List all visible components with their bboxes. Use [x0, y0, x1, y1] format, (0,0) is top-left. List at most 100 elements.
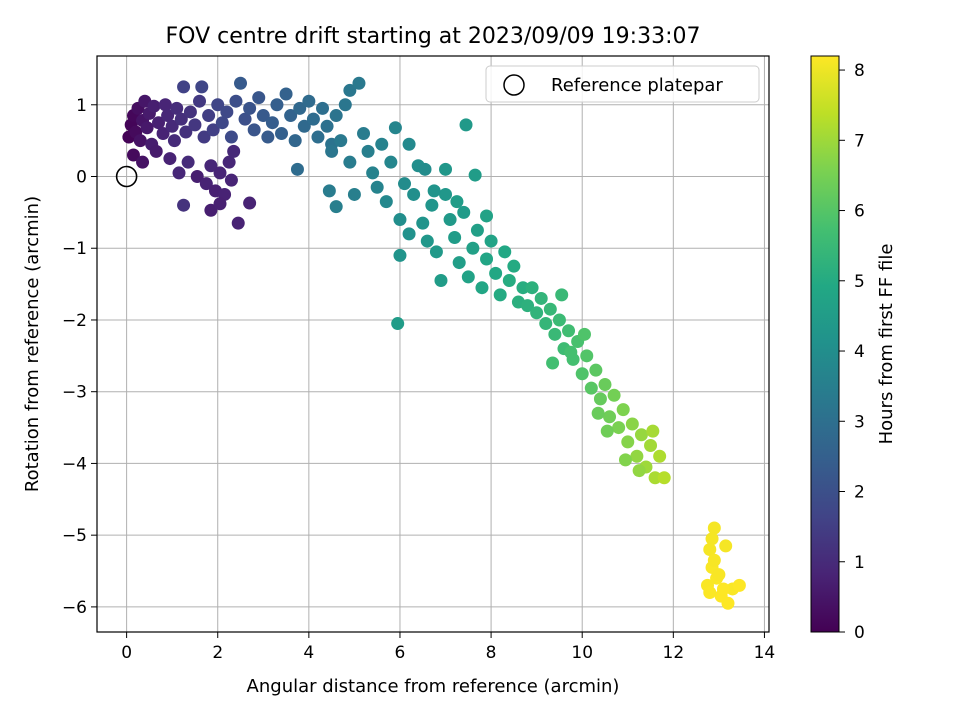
x-tick-label: 8 [486, 643, 497, 663]
data-point [625, 417, 639, 431]
data-point [243, 196, 257, 210]
data-point [653, 449, 667, 463]
data-point [170, 101, 184, 115]
data-point [607, 388, 621, 402]
colorbar-label: Hours from first FF file [876, 244, 897, 445]
data-point [247, 123, 261, 137]
data-point [657, 471, 671, 485]
legend: Reference platepar [485, 65, 760, 103]
data-point [703, 543, 717, 557]
data-point [402, 227, 416, 241]
y-tick-label: −3 [62, 383, 87, 403]
data-point [555, 288, 569, 302]
x-axis-ticks: 0 2 4 6 8 10 12 14 [121, 632, 775, 663]
plot-frame [96, 55, 770, 633]
x-tick-label: 14 [754, 643, 776, 663]
colorbar-tick-label: 3 [854, 412, 865, 432]
data-point [598, 378, 612, 392]
data-point [252, 91, 266, 105]
colorbar-tick-label: 2 [854, 483, 865, 503]
colorbar-tick-label: 6 [854, 202, 865, 222]
data-point [475, 281, 489, 295]
data-point [429, 245, 443, 259]
data-point [716, 582, 730, 596]
legend-label-reference: Reference platepar [551, 75, 723, 96]
data-point [195, 80, 209, 94]
data-point [366, 166, 380, 180]
data-point [732, 578, 746, 592]
data-point [329, 200, 343, 214]
data-point [199, 177, 213, 191]
data-point [179, 125, 193, 139]
data-point [311, 130, 325, 144]
data-point [211, 98, 225, 112]
data-point [172, 166, 186, 180]
data-point [161, 109, 175, 123]
data-point [302, 94, 316, 108]
data-point [177, 198, 191, 212]
data-point [632, 464, 646, 478]
data-point [347, 187, 361, 201]
x-tick-label: 0 [121, 643, 132, 663]
data-point [407, 187, 421, 201]
data-point [293, 101, 307, 115]
data-point [177, 80, 191, 94]
colorbar [810, 55, 840, 633]
data-point [468, 168, 482, 182]
data-point [338, 98, 352, 112]
data-point [712, 568, 726, 582]
data-point [204, 159, 218, 173]
data-point [238, 112, 252, 126]
data-point [461, 270, 475, 284]
data-point [719, 539, 733, 553]
data-point [434, 274, 448, 288]
data-point [133, 134, 147, 148]
data-point [470, 223, 484, 237]
data-point [165, 119, 179, 133]
data-point [288, 134, 302, 148]
data-point [265, 116, 279, 130]
data-point [388, 121, 402, 135]
colorbar-tick-label: 1 [854, 553, 865, 573]
data-point [562, 324, 576, 338]
data-point [222, 155, 236, 169]
data-point [261, 130, 275, 144]
data-point [648, 471, 662, 485]
y-tick-label: −2 [62, 311, 87, 331]
data-point [480, 209, 494, 223]
data-point [457, 205, 471, 219]
data-point [329, 109, 343, 123]
data-point [548, 327, 562, 341]
data-point [420, 234, 434, 248]
colorbar-tick-label: 5 [854, 272, 865, 292]
data-point [393, 248, 407, 262]
data-point [498, 245, 512, 259]
data-point [163, 152, 177, 166]
data-point [516, 281, 530, 295]
data-point [270, 98, 284, 112]
data-point [279, 87, 293, 101]
data-point [243, 101, 257, 115]
data-point [215, 116, 229, 130]
x-tick-label: 4 [303, 643, 314, 663]
data-point [183, 105, 197, 119]
data-point [705, 532, 719, 546]
data-point [589, 363, 603, 377]
data-point [322, 184, 336, 198]
y-tick-label: 0 [76, 168, 87, 188]
y-axis-label: Rotation from reference (arcmin) [22, 196, 43, 492]
x-tick-label: 2 [212, 643, 223, 663]
data-point [334, 134, 348, 148]
data-point [439, 162, 453, 176]
data-point [147, 99, 161, 113]
data-point [375, 137, 389, 151]
data-point [530, 306, 544, 320]
data-point [450, 195, 464, 209]
colorbar-tick-label: 8 [854, 61, 865, 81]
data-point [646, 424, 660, 438]
data-point [439, 187, 453, 201]
data-point [575, 367, 589, 381]
x-axis-label: Angular distance from reference (arcmin) [247, 676, 620, 697]
